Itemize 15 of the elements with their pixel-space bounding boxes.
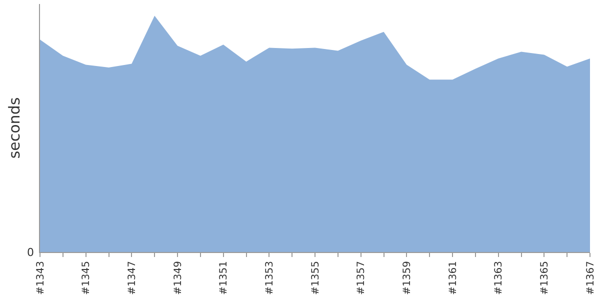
x-tick-label: #1349: [172, 261, 184, 295]
x-tick-label: #1359: [402, 261, 413, 295]
x-tick-label: #1365: [539, 261, 550, 295]
x-tick-label: #1363: [494, 261, 505, 295]
x-tick-label: #1345: [81, 261, 92, 295]
text: 0: [27, 246, 34, 259]
x-tick-label: #1355: [310, 261, 322, 295]
x-tick-label: #1367: [585, 261, 596, 295]
x-tick-label: #1361: [448, 261, 459, 295]
x-tick-label: #1351: [218, 261, 230, 295]
x-tick-label: #1353: [264, 261, 276, 295]
y-axis-title: seconds: [5, 97, 24, 159]
x-tick-label: #1357: [356, 261, 368, 295]
x-tick-label: #1343: [35, 261, 46, 295]
x-tick-label: #1347: [126, 261, 138, 295]
